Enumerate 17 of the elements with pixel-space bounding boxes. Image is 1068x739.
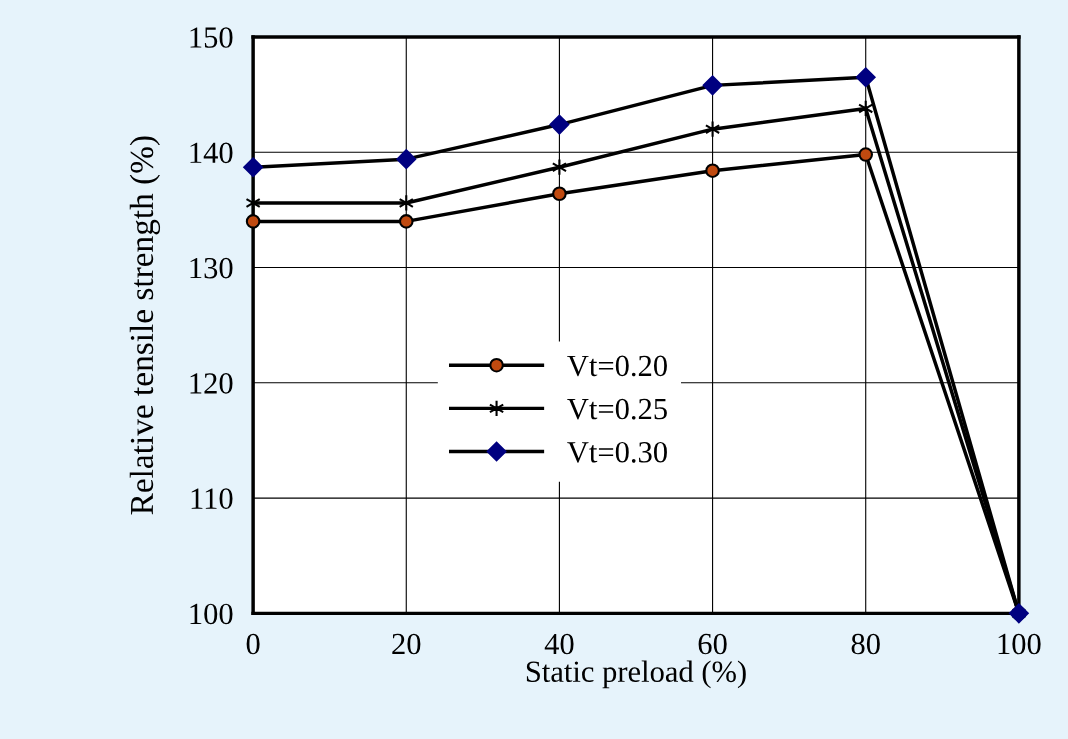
- y-tick-label: 130: [190, 257, 233, 279]
- legend-label: Vt=0.30: [567, 441, 667, 463]
- x-tick-label: 0: [246, 633, 260, 655]
- x-tick-label: 80: [851, 633, 880, 655]
- y-axis-title: Relative tensile strength (%): [129, 136, 161, 515]
- legend-label: Vt=0.25: [567, 398, 667, 420]
- x-tick-label: 60: [698, 633, 727, 655]
- y-tick-label: 110: [191, 488, 233, 509]
- y-tick-label: 140: [190, 142, 233, 164]
- x-tick-label: 40: [544, 633, 574, 655]
- x-axis-title: Static preload (%): [526, 660, 746, 689]
- y-tick-label: 120: [190, 373, 233, 394]
- x-tick-label: 20: [392, 633, 421, 655]
- x-tick-label: 100: [998, 633, 1041, 655]
- y-tick-label: 150: [190, 27, 233, 48]
- legend-label: Vt=0.20: [567, 355, 667, 377]
- y-tick-label: 100: [190, 603, 233, 625]
